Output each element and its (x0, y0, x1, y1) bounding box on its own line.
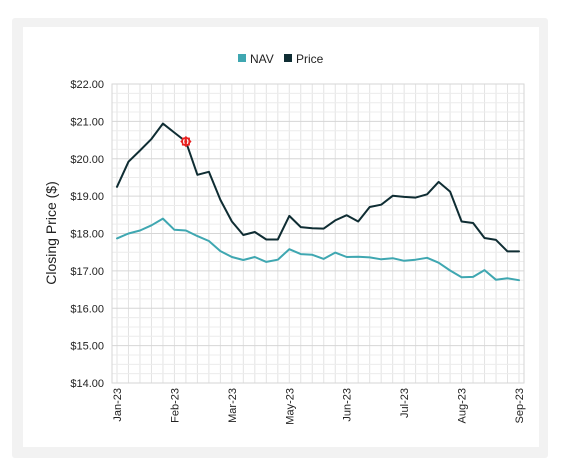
series-line-price (116, 122, 520, 253)
x-tick-label: Jul-23 (399, 388, 411, 418)
y-axis-tick-labels: $22.00 $21.00 $20.00 $19.00 $18.00 $17.00 $16.… (70, 79, 104, 390)
y-tick-label: $16.00 (70, 303, 104, 315)
x-tick-label: Sep-23 (514, 388, 526, 423)
x-tick-label: Jan-23 (112, 388, 124, 422)
legend-label-price: Price (296, 52, 324, 66)
x-tick-label: Mar-23 (227, 388, 239, 423)
plot-area-border (111, 83, 525, 384)
red-seal-icon[interactable] (180, 135, 192, 148)
x-tick-label: May-23 (284, 388, 296, 425)
legend-label-nav: NAV (250, 52, 274, 66)
series-lines (116, 122, 520, 282)
y-tick-label: $18.00 (70, 229, 104, 241)
y-tick-label: $22.00 (70, 79, 104, 91)
series-line-nav (116, 217, 520, 282)
x-tick-label: Feb-23 (169, 388, 181, 423)
x-axis-tick-labels: Jan-23 Feb-23 Mar-23 May-23 Jun-23 Jul-23 Aug-… (112, 388, 526, 425)
legend-swatch-nav (238, 54, 246, 62)
chart-card (23, 27, 539, 447)
annotation-markers[interactable] (180, 135, 192, 148)
y-tick-label: $21.00 (70, 116, 104, 128)
y-tick-label: $20.00 (70, 154, 104, 166)
y-tick-label: $19.00 (70, 191, 104, 203)
grid-lines (111, 83, 525, 384)
legend-swatch-price (284, 54, 292, 62)
y-tick-label: $14.00 (70, 378, 104, 390)
y-axis-label: Closing Price ($) (43, 181, 59, 284)
y-tick-label: $15.00 (70, 341, 104, 353)
y-tick-label: $17.00 (70, 266, 104, 278)
legend[interactable]: NAV Price (238, 52, 324, 66)
x-tick-label: Jun-23 (342, 388, 354, 422)
x-tick-label: Aug-23 (457, 388, 469, 423)
